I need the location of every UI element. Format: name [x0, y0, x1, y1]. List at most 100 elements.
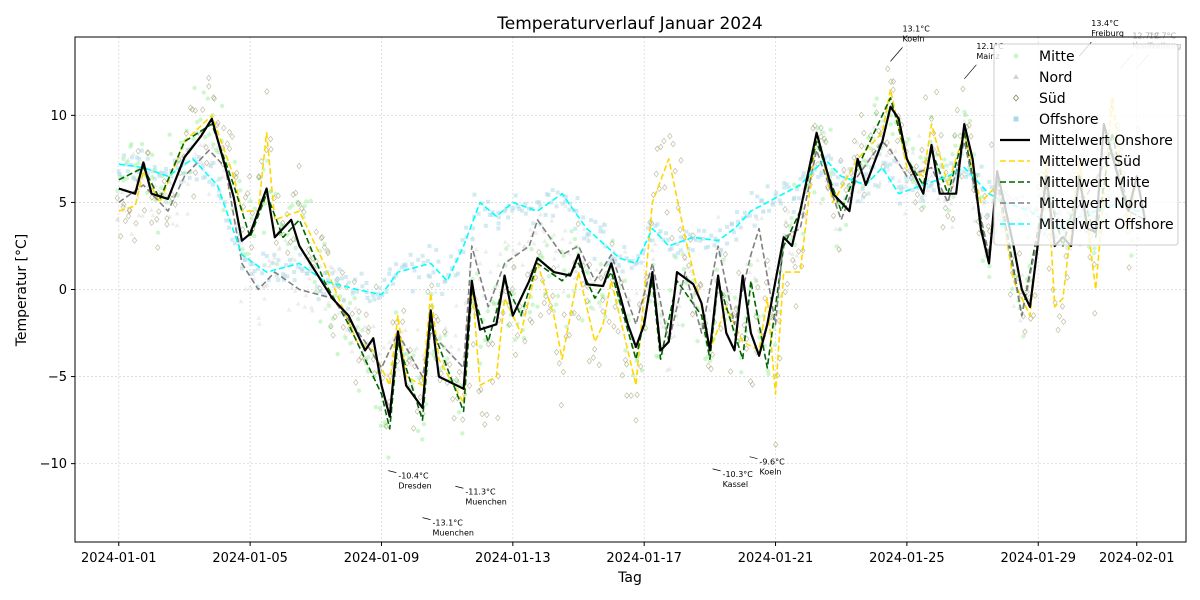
scatter-point-sued [319, 233, 325, 241]
scatter-point-offshore [703, 245, 708, 250]
scatter-point-offshore [239, 266, 244, 271]
scatter-point-mitte [1092, 250, 1097, 256]
scatter-point-offshore [427, 274, 432, 279]
scatter-point-mitte [812, 190, 817, 195]
scatter-point-sued [988, 141, 995, 149]
scatter-point-nord [292, 257, 298, 263]
scatter-point-nord [600, 274, 606, 280]
scatter-point-offshore [131, 175, 136, 180]
scatter-point-sued [299, 205, 305, 212]
scatter-point-mitte [529, 246, 534, 252]
scatter-point-sued [922, 94, 929, 101]
scatter-point-mitte [201, 90, 206, 95]
scatter-point-offshore [408, 252, 413, 257]
scatter-point-sued [240, 203, 247, 211]
legend-label: Mittelwert Offshore [1039, 217, 1174, 233]
scatter-point-offshore [353, 277, 358, 282]
scatter-point-nord [277, 244, 283, 250]
scatter-point-nord [163, 190, 169, 196]
legend: Mitte Nord Süd Offshore Mittelwert Onshore Mi… [993, 43, 1179, 246]
scatter-point-nord [604, 295, 610, 300]
scatter-point-sued [670, 140, 676, 148]
scatter-point-offshore [883, 161, 888, 166]
scatter-point-sued [1028, 315, 1034, 322]
scatter-point-nord [581, 226, 587, 231]
scatter-point-mitte [910, 146, 916, 151]
scatter-point-offshore [513, 193, 518, 198]
scatter-point-nord [541, 229, 547, 234]
scatter-point-sued [268, 145, 274, 153]
scatter-point-offshore [666, 237, 671, 242]
scatter-point-offshore [755, 194, 760, 199]
scatter-point-mitte [766, 371, 771, 377]
scatter-point-nord [135, 195, 141, 200]
scatter-point-nord [837, 226, 843, 231]
scatter-point-offshore [855, 199, 860, 204]
scatter-point-nord [267, 263, 272, 268]
scatter-point-nord [150, 213, 156, 218]
scatter-point-nord [553, 248, 559, 254]
scatter-point-sued [313, 228, 319, 236]
scatter-point-offshore [712, 243, 717, 248]
scatter-point-sued [566, 331, 573, 339]
scatter-point-nord [510, 247, 516, 253]
scatter-point-offshore [761, 209, 766, 214]
scatter-point-sued [661, 137, 667, 145]
scatter-point-offshore [296, 264, 301, 269]
scatter-point-nord [871, 135, 877, 141]
scatter-point-offshore [425, 258, 430, 263]
scatter-point-nord [349, 340, 355, 345]
scatter-point-mitte [478, 344, 483, 349]
scatter-point-nord [551, 256, 557, 261]
scatter-point-mitte [703, 356, 708, 362]
scatter-point-offshore [367, 299, 372, 304]
scatter-point-offshore [767, 208, 772, 213]
scatter-point-mitte [987, 264, 992, 269]
scatter-point-offshore [285, 274, 290, 279]
scatter-point-mitte [490, 299, 496, 305]
scatter-point-offshore [360, 284, 365, 289]
scatter-point-mitte [279, 222, 284, 227]
scatter-point-mitte [1092, 246, 1097, 251]
scatter-point-mitte [198, 117, 203, 122]
scatter-point-offshore [242, 257, 247, 262]
scatter-point-offshore [372, 297, 377, 302]
scatter-point-nord [433, 289, 439, 294]
scatter-point-mitte [240, 247, 245, 252]
scatter-point-offshore [219, 196, 224, 201]
scatter-point-sued [478, 386, 484, 394]
scatter-point-nord [130, 151, 136, 156]
scatter-point-nord [707, 307, 713, 312]
scatter-point-offshore [700, 236, 705, 241]
scatter-point-sued [952, 132, 958, 139]
scatter-point-offshore [523, 211, 528, 216]
scatter-point-offshore [308, 268, 313, 273]
scatter-point-offshore [250, 261, 255, 266]
scatter-point-nord [528, 226, 533, 232]
scatter-point-nord [336, 310, 342, 316]
scatter-point-mitte [211, 142, 216, 147]
scatter-point-offshore [376, 296, 381, 301]
scatter-point-mitte [951, 194, 956, 199]
scatter-point-nord [903, 183, 908, 189]
scatter-point-offshore [496, 215, 501, 220]
scatter-point-offshore [693, 238, 698, 243]
scatter-point-nord [675, 322, 681, 327]
scatter-point-nord [566, 250, 572, 256]
scatter-point-sued [697, 280, 703, 288]
scatter-point-offshore [201, 175, 206, 180]
scatter-point-sued [1007, 291, 1014, 298]
scatter-point-sued [705, 362, 711, 370]
scatter-point-mitte [962, 109, 967, 115]
scatter-point-sued [383, 423, 389, 430]
scatter-point-sued [206, 83, 212, 90]
scatter-point-sued [390, 318, 396, 326]
scatter-point-offshore [962, 169, 967, 174]
scatter-point-offshore [899, 188, 904, 193]
scatter-point-mitte [317, 248, 323, 254]
scatter-point-nord [786, 209, 792, 214]
scatter-point-offshore [382, 277, 387, 282]
scatter-point-sued [514, 332, 521, 339]
scatter-point-nord [880, 143, 886, 148]
scatter-point-sued [203, 143, 209, 151]
